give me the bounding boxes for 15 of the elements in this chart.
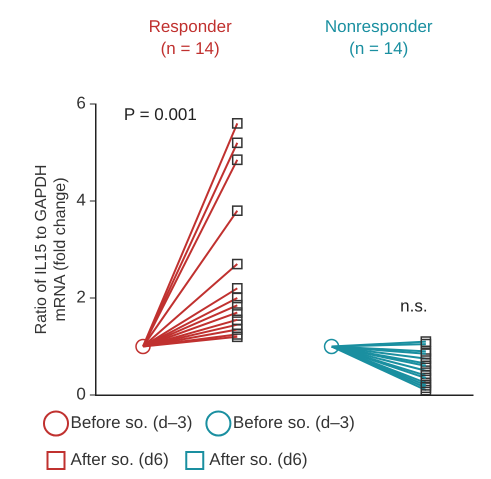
- text: (n = 14): [349, 39, 408, 58]
- y-tick-label: 2: [76, 288, 86, 307]
- text: (n = 14): [160, 39, 220, 58]
- legend-label: Before so. (d–3): [232, 413, 355, 432]
- y-tick-label: 4: [76, 190, 86, 210]
- text: Responder: [148, 17, 232, 36]
- legend-label: Before so. (d–3): [70, 413, 192, 432]
- y-tick-label: 0: [76, 384, 86, 404]
- legend-label: After so. (d6): [70, 450, 169, 470]
- y-axis-title: Ratio of IL15 to GAPDH mRNA (fold change): [33, 164, 70, 334]
- annotation: n.s.: [400, 296, 428, 316]
- y-tick-label: 6: [76, 94, 86, 113]
- text: Nonresponder: [324, 17, 433, 36]
- annotation: P = 0.001: [124, 105, 197, 124]
- legend-label: After so. (d6): [209, 450, 308, 470]
